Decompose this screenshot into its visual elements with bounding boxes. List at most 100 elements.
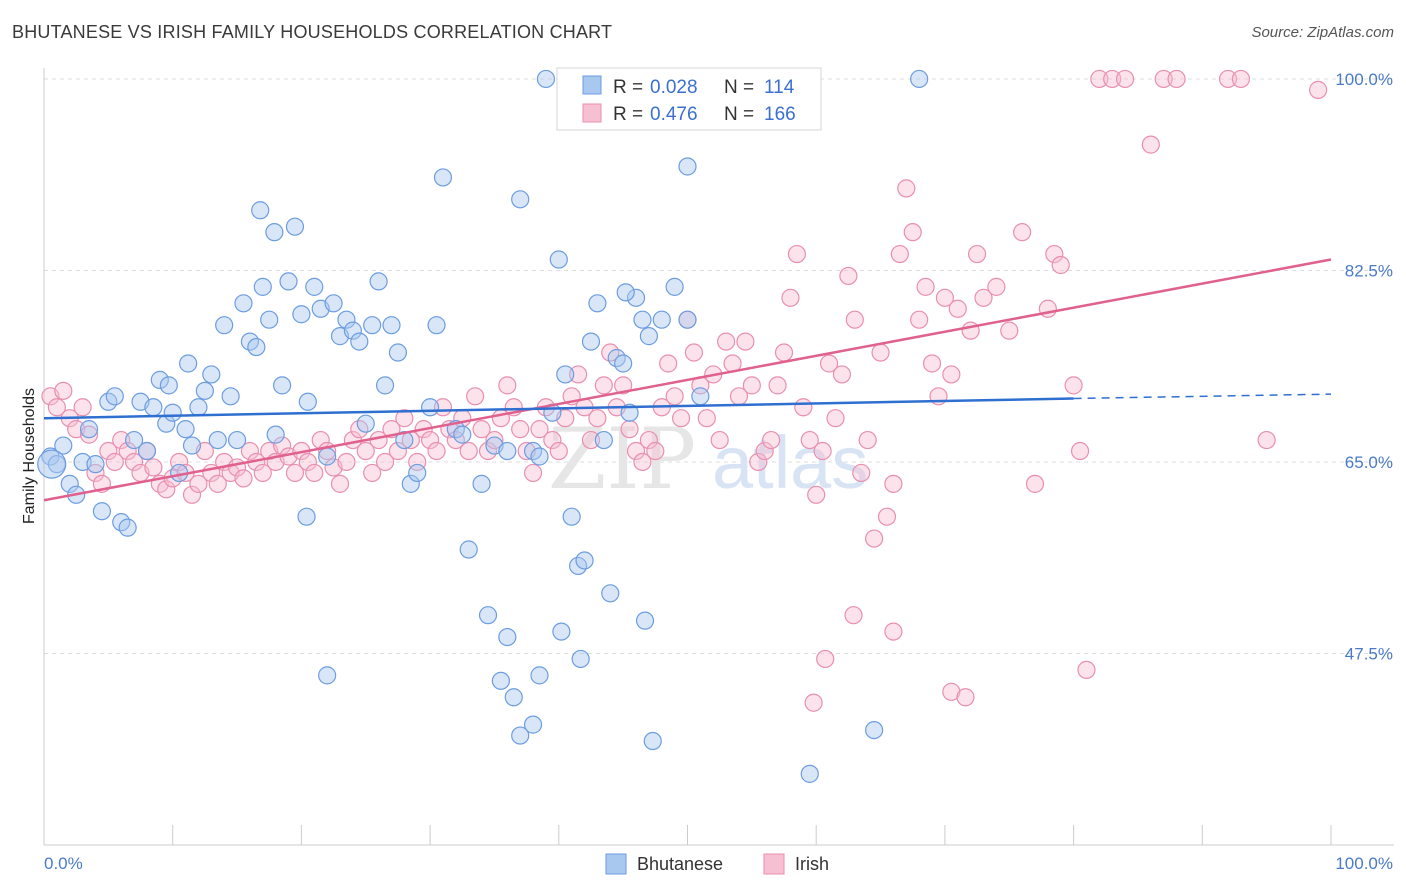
y-tick-label: 100.0% <box>1335 70 1393 89</box>
legend-bottom: Bhutanese Irish <box>605 853 829 875</box>
legend-r-label-1: R = <box>613 77 643 98</box>
irish-point <box>844 606 863 625</box>
bhutanese-point <box>163 403 182 422</box>
y-tick-labels: 47.5% 65.0% 82.5% 100.0% <box>1335 70 1393 664</box>
irish-point <box>459 441 478 461</box>
bhutanese-point <box>575 551 594 570</box>
irish-point <box>427 441 446 461</box>
irish-point <box>922 354 942 373</box>
irish-point <box>421 430 440 450</box>
irish-point <box>124 452 144 472</box>
bhutanese-point <box>260 310 279 329</box>
irish-point <box>272 436 292 455</box>
bhutanese-point <box>86 455 105 474</box>
irish-point <box>858 430 877 450</box>
irish-point <box>549 441 568 461</box>
irish-point <box>234 469 253 488</box>
irish-point <box>871 343 890 362</box>
irish-point <box>208 474 227 493</box>
irish-point <box>710 430 729 450</box>
bhutanese-point <box>588 294 607 313</box>
bhutanese-point <box>401 474 420 493</box>
bhutanese-point <box>215 316 234 335</box>
bhutanese-point <box>491 671 510 690</box>
irish-point <box>865 529 884 548</box>
irish-point <box>466 387 485 406</box>
irish-point <box>253 463 272 483</box>
x-tick-label-min: 0.0% <box>44 854 83 873</box>
bhutanese-point <box>601 584 620 603</box>
bhutanese-point <box>356 414 375 433</box>
bhutanese-point <box>865 720 884 740</box>
bhutanese-point <box>408 463 427 483</box>
irish-point <box>974 288 993 307</box>
irish-point <box>112 430 131 450</box>
irish-point <box>1231 69 1251 89</box>
irish-point <box>1051 255 1070 275</box>
bhutanese-point <box>511 726 530 745</box>
legend-bottom-label-irish: Irish <box>795 854 829 874</box>
irish-point <box>762 430 781 450</box>
irish-point <box>646 441 665 461</box>
bhutanese-point <box>298 392 317 411</box>
irish-point <box>1070 441 1090 461</box>
irish-point <box>774 343 794 362</box>
irish-point <box>594 376 613 395</box>
bhutanese-point <box>253 277 272 296</box>
bhutanese-point <box>318 447 337 466</box>
irish-point <box>485 430 504 450</box>
bhutanese-point <box>504 688 523 707</box>
irish-point <box>903 223 922 242</box>
irish-point <box>240 441 260 461</box>
legend-bottom-swatch-bhutanese <box>605 853 627 875</box>
bhutanese-point <box>556 365 575 384</box>
irish-point <box>819 354 839 373</box>
irish-point <box>73 398 92 417</box>
irish-point <box>530 420 549 439</box>
bhutanese-point <box>105 387 124 406</box>
bhutanese-point <box>530 666 549 685</box>
bhutanese-point <box>137 441 157 461</box>
irish-point <box>826 409 845 428</box>
bhutanese-points <box>37 69 929 783</box>
bhutanese-point <box>478 606 498 625</box>
irish-point <box>1025 474 1045 493</box>
bhutanese-point <box>350 332 369 351</box>
bhutanese-point <box>562 507 581 526</box>
irish-point <box>910 310 929 329</box>
legend-bottom-swatch-irish <box>763 853 785 875</box>
legend-n-label-1: N = <box>724 77 754 98</box>
irish-point <box>781 288 800 307</box>
irish-point <box>1000 321 1019 340</box>
bhutanese-point <box>639 327 658 346</box>
bhutanese-point <box>678 157 697 176</box>
irish-point <box>967 244 987 264</box>
bhutanese-point <box>395 430 414 450</box>
bhutanese-point <box>536 69 556 89</box>
trend-lines <box>43 258 1332 502</box>
irish-point <box>832 365 852 384</box>
bhutanese-point <box>247 337 266 357</box>
chart-title: BHUTANESE VS IRISH FAMILY HOUSEHOLDS COR… <box>12 22 613 42</box>
irish-point <box>305 463 324 483</box>
bhutanese-point <box>421 398 440 417</box>
bhutanese-point <box>272 376 292 395</box>
bhutanese-trend-line <box>43 397 1074 420</box>
bhutanese-point <box>498 441 517 461</box>
irish-point <box>375 452 395 472</box>
irish-point <box>1045 244 1064 264</box>
irish-point <box>1064 376 1083 395</box>
irish-point <box>79 425 99 444</box>
bhutanese-point <box>251 201 270 220</box>
y-tick-label: 65.0% <box>1345 453 1393 472</box>
bhutanese-point <box>159 376 178 395</box>
irish-point <box>47 398 66 417</box>
bhutanese-point <box>208 430 227 450</box>
legend-n-value-2: 166 <box>764 104 796 125</box>
bhutanese-point <box>375 376 395 395</box>
bhutanese-point <box>292 305 311 324</box>
irish-point <box>99 441 118 461</box>
bhutanese-point <box>616 283 635 302</box>
gridlines <box>44 78 1394 654</box>
bhutanese-trend-extension <box>1073 393 1332 400</box>
